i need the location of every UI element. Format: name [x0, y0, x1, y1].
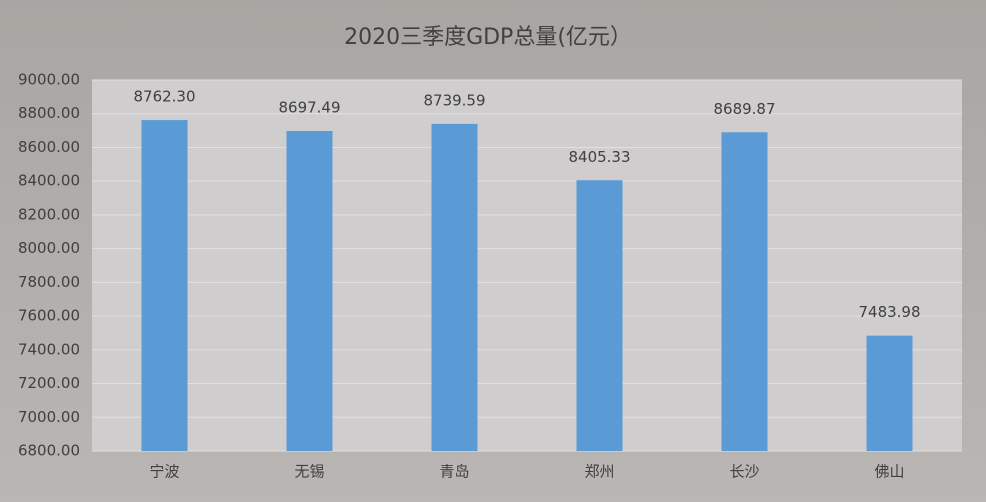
value-label: 8405.33 [568, 148, 630, 166]
x-tick-label: 青岛 [439, 463, 469, 481]
chart-title: 2020三季度GDP总量(亿元） [344, 25, 632, 50]
bar [431, 123, 478, 451]
y-tick-label: 7400.00 [18, 340, 80, 358]
bar [721, 132, 768, 451]
x-tick-label: 佛山 [874, 463, 904, 481]
bar [141, 120, 188, 451]
value-label: 8689.87 [713, 100, 775, 118]
bar [576, 180, 623, 451]
x-tick-label: 宁波 [149, 463, 179, 481]
y-tick-label: 8800.00 [18, 104, 80, 122]
plot-area [92, 80, 962, 451]
bar [866, 335, 913, 451]
value-label: 7483.98 [858, 303, 920, 321]
y-tick-label: 6800.00 [18, 442, 80, 460]
y-tick-label: 7800.00 [18, 273, 80, 291]
bar [286, 131, 333, 451]
value-label: 8697.49 [278, 99, 340, 117]
y-tick-label: 7600.00 [18, 307, 80, 325]
value-label: 8762.30 [133, 88, 195, 106]
x-tick-label: 长沙 [729, 463, 759, 481]
y-tick-label: 9000.00 [18, 71, 80, 89]
x-tick-label: 无锡 [294, 463, 324, 481]
y-tick-label: 8000.00 [18, 239, 80, 257]
y-tick-label: 7200.00 [18, 374, 80, 392]
y-tick-label: 7000.00 [18, 408, 80, 426]
value-label: 8739.59 [423, 91, 485, 109]
y-tick-label: 8600.00 [18, 138, 80, 156]
x-tick-label: 郑州 [584, 463, 614, 481]
y-tick-label: 8400.00 [18, 172, 80, 190]
y-tick-label: 8200.00 [18, 205, 80, 223]
